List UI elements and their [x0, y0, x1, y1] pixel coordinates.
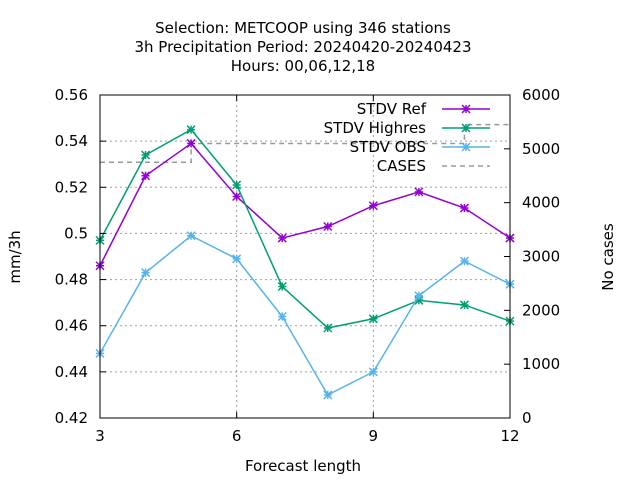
y2-tick-label: 6000 — [522, 86, 560, 104]
data-point — [232, 180, 242, 190]
y2-tick-label: 5000 — [522, 140, 560, 158]
data-point — [461, 104, 471, 114]
x-tick-label: 12 — [500, 427, 519, 445]
data-point — [141, 150, 151, 160]
legend-entry: STDV OBS — [350, 138, 490, 156]
series-stdv-obs — [95, 231, 515, 400]
legend-label: STDV OBS — [350, 138, 426, 156]
data-point — [277, 281, 287, 292]
y-tick-label: 0.54 — [55, 132, 88, 150]
y2-tick-label: 3000 — [522, 248, 560, 266]
chart-title: Selection: METCOOP using 346 stations 3h… — [134, 19, 471, 75]
data-point — [461, 123, 471, 133]
title-line-1: Selection: METCOOP using 346 stations — [155, 19, 451, 37]
data-point — [186, 138, 196, 148]
data-point — [368, 367, 378, 377]
data-point — [414, 291, 424, 301]
data-point — [232, 191, 242, 202]
axis-ticks: 3 6 9 12 0.42 0.44 0.46 0.48 0.5 0.52 0.54 0.56 0 100… — [55, 86, 561, 445]
y-tick-label: 0.42 — [55, 409, 88, 427]
data-point — [459, 203, 469, 213]
series-line — [99, 142, 511, 267]
legend-label: STDV Highres — [324, 119, 427, 137]
series-line — [100, 123, 510, 164]
data-point — [277, 311, 287, 322]
data-point — [461, 142, 471, 152]
y-axis-label: mm/3h — [6, 230, 24, 283]
y2-tick-label: 4000 — [522, 194, 560, 212]
y2-axis-label: No cases — [599, 223, 617, 291]
data-point — [459, 300, 469, 310]
grid — [100, 95, 510, 418]
x-tick-label: 6 — [232, 427, 242, 445]
y-tick-label: 0.52 — [55, 178, 88, 196]
x-tick-label: 3 — [95, 427, 105, 445]
legend-entry: STDV Highres — [324, 119, 490, 137]
data-point — [186, 125, 196, 135]
y-tick-label: 0.56 — [55, 86, 88, 104]
series-line — [99, 234, 511, 396]
legend-entry: STDV Ref — [357, 100, 490, 118]
data-point — [186, 231, 196, 241]
x-axis-label: Forecast length — [245, 457, 361, 475]
series-line — [99, 128, 511, 329]
data-point — [323, 221, 333, 232]
series-cases — [100, 123, 510, 164]
data-point — [368, 314, 378, 324]
data-point — [414, 187, 424, 197]
title-line-3: Hours: 00,06,12,18 — [231, 57, 375, 75]
plot-series — [95, 123, 515, 400]
data-point — [141, 171, 151, 181]
legend-entry: CASES — [377, 157, 490, 175]
plot-frame — [99, 94, 511, 419]
data-point — [323, 390, 333, 400]
y2-tick-label: 0 — [522, 409, 532, 427]
legend-label: CASES — [377, 157, 426, 175]
y2-tick-label: 1000 — [522, 355, 560, 373]
series-stdv-ref — [95, 138, 515, 271]
y-tick-label: 0.44 — [55, 363, 88, 381]
legend-label: STDV Ref — [357, 100, 427, 118]
data-point — [232, 254, 242, 264]
data-point — [459, 256, 469, 266]
y2-tick-label: 2000 — [522, 301, 560, 319]
y-tick-label: 0.5 — [64, 224, 88, 242]
title-line-2: 3h Precipitation Period: 20240420-202404… — [134, 38, 471, 56]
x-tick-label: 9 — [369, 427, 379, 445]
data-point — [277, 233, 287, 243]
data-point — [368, 201, 378, 211]
data-point — [323, 323, 333, 333]
y-tick-label: 0.48 — [55, 271, 88, 289]
y-tick-label: 0.46 — [55, 317, 88, 335]
data-point — [141, 268, 151, 278]
axis-labels: Forecast length mm/3h No cases — [6, 223, 617, 475]
series-stdv-highres — [95, 125, 515, 333]
